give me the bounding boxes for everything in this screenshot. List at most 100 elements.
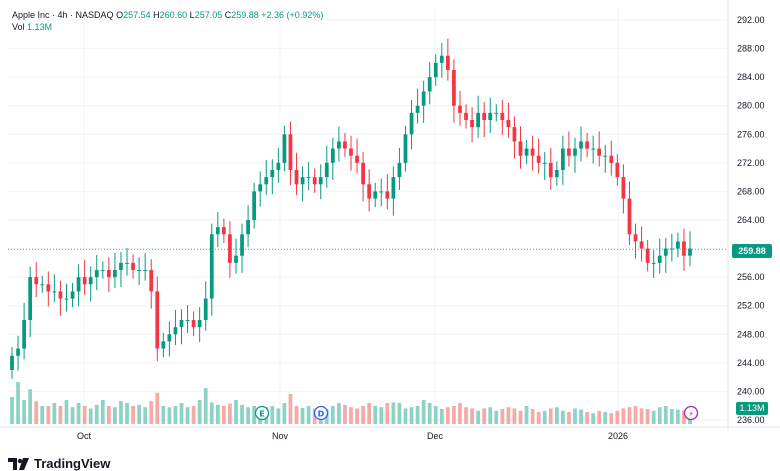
candle-body — [633, 234, 638, 242]
x-tick-label: 2026 — [608, 431, 628, 441]
volume-bar — [28, 389, 33, 424]
x-tick-label: Oct — [77, 431, 92, 441]
volume-bar — [125, 403, 129, 424]
volume-bar — [149, 401, 154, 424]
candle-body — [567, 148, 571, 156]
candle-body — [403, 134, 408, 163]
volume-bar — [427, 403, 432, 424]
volume-bar — [579, 409, 583, 424]
candle-body — [500, 112, 505, 120]
candle-body — [234, 255, 238, 263]
volume-bar — [669, 409, 674, 424]
candle-body — [16, 348, 20, 356]
tradingview-logo[interactable]: TradingView — [8, 456, 110, 471]
volume-bar — [46, 406, 51, 424]
volume-bar — [221, 406, 226, 424]
volume-bar — [663, 406, 668, 424]
volume-bar — [651, 410, 656, 424]
candle-body — [119, 262, 123, 270]
candle-body — [433, 62, 438, 78]
volume-bar — [615, 410, 620, 424]
candle-body — [585, 141, 589, 149]
volume-bar — [234, 400, 238, 424]
candle-body — [524, 148, 529, 156]
y-tick-label: 252.00 — [737, 301, 765, 311]
candle-body — [70, 291, 75, 299]
candle-body — [361, 162, 365, 185]
news-flash-icon-letter: ⚡ — [688, 410, 694, 419]
volume-bar — [585, 412, 589, 424]
volume-bar — [482, 408, 487, 424]
volume-bar — [591, 413, 596, 424]
volume-bar — [676, 409, 680, 424]
volume-bar — [403, 408, 408, 424]
volume-bar — [464, 407, 468, 424]
volume-bar — [300, 407, 305, 424]
candle-body — [161, 341, 166, 349]
candle-body — [203, 298, 208, 320]
candle-body — [591, 148, 596, 150]
volume-bar — [106, 406, 111, 424]
volume-bar — [294, 406, 299, 424]
last-volume-tag: 1.13M — [736, 402, 768, 415]
high-value: 260.60 — [159, 10, 188, 20]
volume-bar — [137, 404, 142, 424]
candle-body — [421, 91, 426, 106]
volume-bar — [458, 403, 462, 424]
volume-bar — [645, 409, 650, 424]
candle-body — [82, 277, 87, 285]
volume-bar — [385, 403, 390, 424]
volume-bar — [100, 400, 105, 424]
volume-bar — [22, 400, 26, 424]
volume-bar — [16, 382, 20, 424]
volume-bar — [536, 412, 541, 424]
candle-body — [349, 148, 353, 156]
candle-body — [337, 141, 341, 149]
y-tick-label: 240.00 — [737, 386, 765, 396]
candle-body — [560, 148, 565, 170]
symbol-title: Apple Inc · 4h · NASDAQ — [12, 10, 114, 20]
volume-bar — [391, 402, 396, 424]
candle-body — [518, 141, 523, 156]
candle-body — [452, 70, 456, 106]
tradingview-logo-icon — [8, 457, 29, 470]
candle-body — [100, 270, 105, 271]
earnings-marker-icon — [254, 405, 270, 421]
candle-body — [318, 177, 323, 185]
candle-body — [482, 112, 487, 120]
candle-body — [282, 134, 287, 163]
volume-bar — [179, 403, 184, 424]
dividend-marker-icon-letter: D — [318, 410, 325, 419]
volume-bar — [421, 400, 426, 424]
volume-bar — [367, 403, 372, 424]
volume-bar — [379, 407, 384, 424]
volume-bar — [494, 410, 499, 424]
volume-bar — [476, 410, 481, 424]
y-tick-label: 244.00 — [737, 358, 765, 368]
candle-body — [597, 148, 602, 156]
brand-name: TradingView — [34, 456, 111, 471]
volume-bar — [215, 404, 220, 424]
candle-body — [621, 177, 626, 199]
volume-bar — [445, 407, 450, 424]
y-tick-label: 272.00 — [737, 158, 765, 168]
candle-body — [573, 148, 577, 156]
volume-bar — [270, 406, 275, 424]
y-tick-label: 268.00 — [737, 186, 765, 196]
candle-body — [627, 198, 632, 235]
candle-body — [458, 105, 462, 113]
volume-bar — [70, 407, 75, 424]
volume-bar — [155, 392, 160, 424]
volume-bar — [337, 403, 341, 424]
candle-body — [669, 248, 674, 250]
volume-bar — [76, 403, 81, 424]
candle-body — [488, 112, 493, 120]
candle-body — [554, 170, 559, 178]
candle-body — [609, 155, 614, 163]
candle-body — [645, 248, 650, 263]
high-label: H — [153, 10, 160, 20]
volume-bar — [554, 407, 559, 424]
volume-bar — [452, 406, 456, 424]
